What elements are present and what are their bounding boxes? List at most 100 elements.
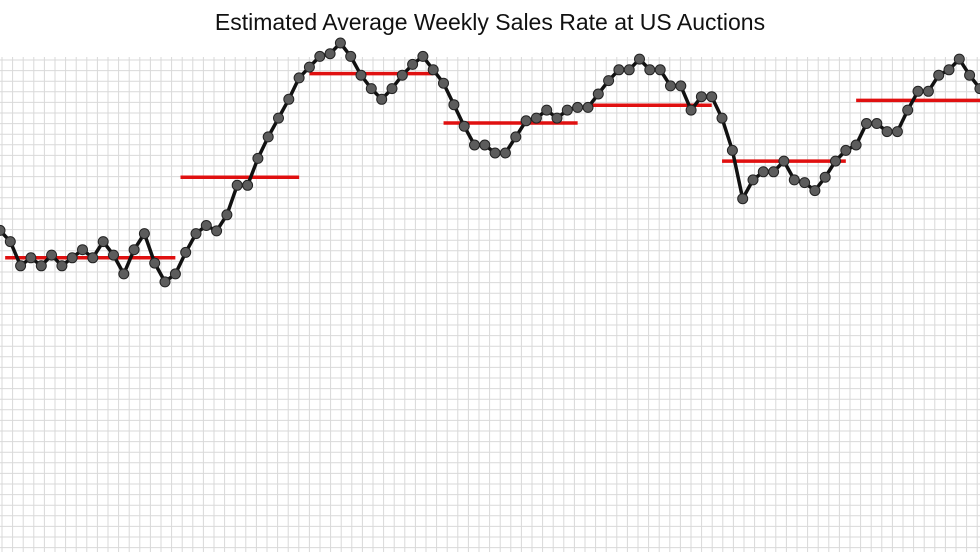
data-point bbox=[520, 115, 532, 127]
data-point bbox=[169, 268, 181, 280]
data-point bbox=[695, 91, 707, 103]
data-point bbox=[654, 64, 666, 76]
data-point bbox=[180, 246, 192, 258]
data-point bbox=[97, 236, 109, 248]
data-point bbox=[190, 228, 202, 240]
data-point bbox=[128, 244, 140, 256]
data-point bbox=[582, 101, 594, 113]
data-point bbox=[799, 177, 811, 189]
data-point bbox=[891, 126, 903, 138]
data-point bbox=[438, 77, 449, 89]
data-point bbox=[644, 64, 656, 76]
data-point bbox=[592, 88, 604, 100]
data-point bbox=[830, 155, 841, 167]
data-point bbox=[613, 64, 625, 76]
data-point bbox=[334, 37, 346, 49]
data-point bbox=[912, 85, 924, 97]
data-point bbox=[685, 104, 697, 116]
data-point bbox=[726, 144, 738, 156]
data-point bbox=[138, 228, 150, 240]
data-point bbox=[293, 72, 305, 84]
data-point bbox=[747, 174, 759, 186]
data-point bbox=[788, 174, 800, 186]
data-point bbox=[964, 69, 976, 81]
data-point bbox=[943, 64, 955, 76]
data-point bbox=[716, 112, 728, 124]
data-point bbox=[479, 139, 491, 151]
data-point bbox=[634, 53, 645, 65]
data-point bbox=[902, 104, 914, 116]
data-point bbox=[324, 48, 336, 60]
gridlines bbox=[0, 57, 980, 552]
data-point bbox=[953, 53, 965, 65]
data-point bbox=[778, 155, 790, 167]
data-point bbox=[530, 112, 542, 124]
data-point bbox=[15, 260, 27, 272]
data-point bbox=[108, 249, 119, 261]
data-point bbox=[469, 139, 480, 151]
data-point bbox=[314, 50, 326, 62]
data-point bbox=[850, 139, 862, 151]
data-point bbox=[922, 85, 934, 97]
data-point bbox=[273, 112, 284, 124]
data-point bbox=[757, 166, 769, 178]
data-point bbox=[417, 50, 429, 62]
data-point bbox=[706, 91, 718, 103]
data-point bbox=[242, 179, 254, 191]
data-point bbox=[427, 64, 439, 76]
data-point bbox=[386, 83, 398, 95]
data-point bbox=[46, 249, 58, 261]
data-point bbox=[355, 69, 367, 81]
data-point bbox=[262, 131, 274, 143]
data-point bbox=[252, 152, 264, 164]
data-point bbox=[737, 193, 749, 205]
data-point bbox=[510, 131, 522, 143]
data-point bbox=[221, 209, 233, 221]
data-point bbox=[35, 260, 47, 272]
data-point bbox=[541, 104, 553, 116]
data-point bbox=[871, 118, 883, 129]
data-point bbox=[211, 225, 223, 237]
data-point bbox=[87, 252, 99, 264]
data-point bbox=[489, 147, 501, 159]
data-point bbox=[881, 126, 893, 138]
data-point bbox=[665, 80, 676, 92]
data-point bbox=[561, 104, 573, 116]
data-point bbox=[77, 244, 88, 256]
data-point bbox=[4, 236, 16, 248]
data-point bbox=[819, 171, 831, 183]
data-point bbox=[458, 120, 470, 132]
data-point bbox=[159, 276, 171, 288]
data-points bbox=[0, 37, 980, 288]
data-point bbox=[200, 220, 212, 231]
data-point bbox=[396, 69, 408, 81]
data-point bbox=[365, 83, 377, 95]
data-point bbox=[448, 99, 460, 111]
data-point bbox=[840, 144, 852, 156]
data-point bbox=[499, 147, 511, 159]
data-point bbox=[345, 50, 357, 62]
data-point bbox=[149, 257, 161, 269]
data-point bbox=[303, 61, 315, 73]
data-point bbox=[283, 93, 295, 105]
data-point bbox=[974, 83, 980, 95]
data-point bbox=[603, 75, 615, 87]
data-point bbox=[56, 260, 68, 272]
data-point bbox=[551, 112, 563, 124]
data-point bbox=[768, 166, 780, 178]
data-point bbox=[933, 69, 945, 81]
data-point bbox=[623, 64, 635, 76]
data-point bbox=[861, 118, 872, 129]
data-point bbox=[0, 224, 6, 236]
data-point bbox=[572, 101, 584, 113]
data-point bbox=[376, 93, 388, 105]
data-point bbox=[25, 252, 37, 264]
data-point bbox=[675, 80, 687, 92]
data-point bbox=[407, 58, 419, 70]
data-point bbox=[809, 185, 821, 197]
data-point bbox=[118, 268, 130, 280]
data-point bbox=[231, 179, 243, 191]
data-point bbox=[66, 252, 78, 264]
